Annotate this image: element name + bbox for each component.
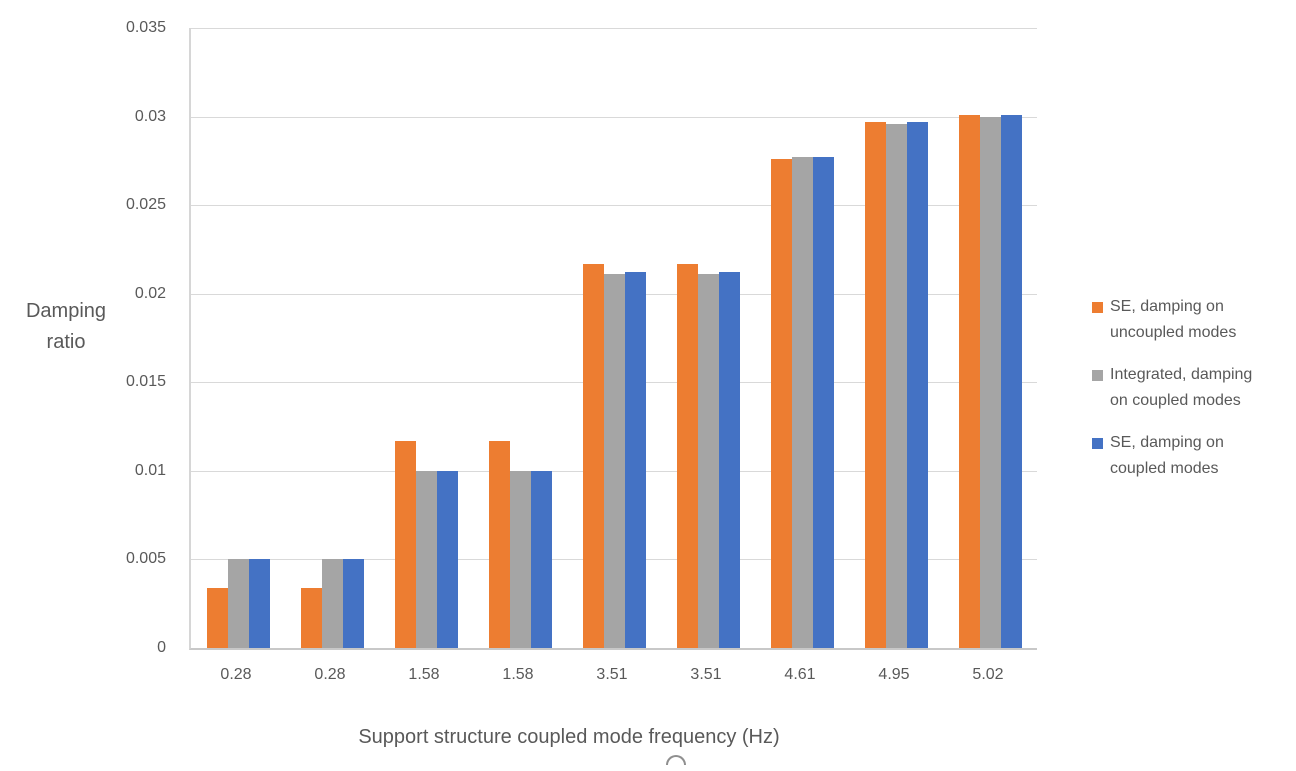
x-axis-tick-labels: 0.28 0.28 1.58 1.58 3.51 3.51 4.61 4.95 5.02 (189, 664, 1035, 686)
bar (342, 559, 364, 648)
x-tick-label: 1.58 (408, 666, 440, 683)
bar (321, 559, 343, 648)
x-tick-label: 4.95 (878, 666, 910, 683)
bar-group-3.51 (567, 28, 661, 648)
bar (864, 121, 886, 648)
gridline (191, 28, 1037, 29)
bar-group-4.61 (755, 28, 849, 648)
legend-swatch-icon (1092, 438, 1103, 449)
legend-item: SE, damping on uncoupled modes (1092, 294, 1296, 346)
bar (488, 440, 510, 648)
bar-group-5.02 (943, 28, 1037, 648)
plot-area (189, 28, 1037, 650)
y-tick-label: 0.01 (134, 461, 166, 479)
bar (436, 470, 458, 648)
x-tick-label: 4.61 (784, 666, 816, 683)
gridline (191, 116, 1037, 118)
bar (300, 587, 322, 648)
x-tick-label: 5.02 (972, 666, 1004, 683)
x-tick-label: 0.28 (314, 666, 346, 683)
x-tick-label: 1.58 (502, 666, 534, 683)
legend-swatch-icon (1092, 370, 1103, 381)
bar (582, 263, 604, 648)
legend-label: SE, damping on uncoupled modes (1110, 298, 1237, 341)
bar (530, 470, 552, 648)
x-tick-label: 0.28 (220, 666, 252, 683)
bar (676, 263, 698, 648)
bar (227, 559, 249, 648)
bar-group-1.58 (379, 28, 473, 648)
bar (885, 123, 907, 648)
y-tick-label: 0.025 (125, 196, 166, 214)
bar (958, 114, 980, 648)
bar (206, 587, 228, 648)
y-tick-label: 0.035 (125, 19, 166, 36)
bar (770, 159, 792, 648)
y-tick-label: 0 (157, 639, 166, 656)
y-tick-label: 0.005 (125, 550, 166, 568)
bar-group-4.95 (849, 28, 943, 648)
y-axis-tick-labels: 0.035 0.03 0.025 0.02 0.015 0.01 0.005 0 (0, 19, 166, 656)
legend-swatch-icon (1092, 302, 1103, 313)
bar (812, 157, 834, 648)
cropped-text-fragment (666, 755, 686, 765)
bar (248, 559, 270, 648)
x-axis-title: Support structure coupled mode frequency… (358, 726, 780, 748)
bar (415, 470, 437, 648)
y-axis-title: Damping ratio (25, 300, 107, 353)
bar (979, 116, 1001, 648)
bar (697, 274, 719, 648)
bar (718, 272, 740, 648)
x-tick-label: 3.51 (596, 666, 628, 683)
legend-label: Integrated, damping on coupled modes (1110, 366, 1253, 409)
bar (603, 274, 625, 648)
y-tick-label: 0.02 (134, 284, 166, 302)
bar-group-3.51 (661, 28, 755, 648)
legend: SE, damping on uncoupled modes Integrated… (1092, 294, 1296, 498)
bar (791, 157, 813, 648)
y-tick-label: 0.015 (125, 373, 166, 391)
x-tick-label: 3.51 (690, 666, 722, 683)
bar (1000, 114, 1022, 648)
bar (906, 121, 928, 648)
y-tick-label: 0.03 (134, 107, 166, 125)
bar-groups (191, 28, 1037, 648)
legend-item: Integrated, damping on coupled modes (1092, 362, 1296, 414)
bar (394, 440, 416, 648)
gridline (191, 205, 1037, 207)
bar-group-1.58 (473, 28, 567, 648)
bar-group-0.28 (191, 28, 285, 648)
bar-group-0.28 (285, 28, 379, 648)
legend-item: SE, damping on coupled modes (1092, 430, 1296, 482)
bar (509, 470, 531, 648)
bar (624, 272, 646, 648)
legend-label: SE, damping on coupled modes (1110, 434, 1224, 477)
